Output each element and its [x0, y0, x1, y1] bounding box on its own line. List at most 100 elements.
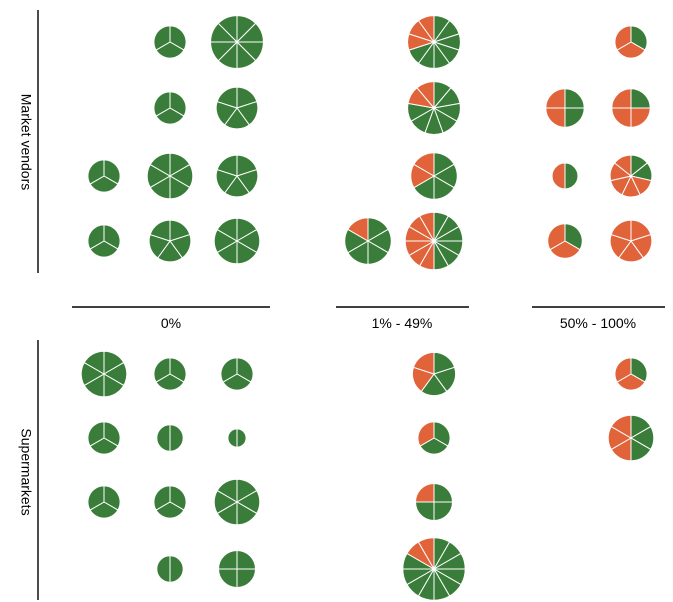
pie-slice-green [83, 350, 105, 375]
pie-slice-green [153, 485, 171, 511]
pie-slice-orange [545, 88, 566, 109]
pie-slice-green [153, 91, 171, 117]
pie-28 [156, 424, 184, 452]
pie-2 [407, 15, 461, 69]
pie-slice-orange [549, 240, 581, 259]
pie-15 [87, 224, 121, 258]
pie-slice-green [169, 555, 184, 583]
pie-slice-green [227, 428, 238, 448]
pie-slice-green [155, 501, 185, 519]
pie-9 [87, 159, 121, 193]
pie-slice-green [87, 159, 105, 185]
pie-30 [417, 421, 451, 455]
pie-slice-green [218, 568, 238, 588]
pie-24 [220, 357, 254, 391]
pie-29 [227, 428, 247, 448]
pie-26 [614, 357, 648, 391]
pie-slice-orange [614, 25, 632, 51]
column-label-2: 50% - 100% [560, 315, 636, 331]
pie-19 [404, 211, 464, 271]
pie-slice-orange [610, 219, 632, 242]
pie-4 [153, 91, 187, 125]
pie-1 [210, 15, 264, 69]
pie-slice-green [222, 373, 252, 391]
pie-21 [609, 219, 653, 263]
pie-slice-orange [347, 217, 369, 242]
pie-27 [87, 421, 121, 455]
pie-slice-green [216, 217, 238, 242]
pie-10 [146, 152, 194, 200]
pie-slice-green [433, 501, 453, 521]
pie-32 [87, 485, 121, 519]
pie-slice-green [220, 357, 238, 383]
pie-slice-orange [611, 88, 632, 109]
pie-slice-green [87, 224, 105, 250]
pie-slice-orange [417, 537, 435, 570]
pie-slice-orange [545, 107, 566, 128]
pie-8 [611, 88, 651, 128]
pie-13 [551, 162, 579, 190]
pie-slice-green [89, 437, 119, 455]
column-label-1: 1% - 49% [372, 315, 433, 331]
pie-slice-orange [419, 211, 435, 242]
pie-slice-green [216, 478, 238, 503]
pie-slice-green [149, 152, 171, 177]
pie-slice-green [155, 373, 185, 391]
pie-slice-orange [417, 421, 435, 447]
pie-slice-orange [412, 351, 435, 375]
pie-slice-orange [616, 41, 646, 59]
pie-slice-orange [416, 81, 435, 109]
pie-34 [213, 478, 261, 526]
pie-slice-green [217, 15, 238, 43]
pie-slice-green [564, 162, 579, 190]
pie-slice-green [564, 107, 585, 128]
pie-37 [218, 550, 256, 588]
pie-25 [411, 351, 457, 397]
pie-slice-green [156, 424, 171, 452]
pie-slice-green [564, 88, 585, 109]
pie-slice-green [155, 41, 185, 59]
pie-5 [215, 86, 259, 130]
pie-slice-orange [551, 162, 566, 190]
pie-slice-green [218, 550, 238, 570]
pie-slice-green [236, 428, 247, 448]
pie-11 [215, 154, 259, 198]
pie-22 [80, 350, 128, 398]
pie-slice-green [169, 424, 184, 452]
pie-slice-green [87, 421, 105, 447]
pie-17 [213, 217, 261, 265]
pie-slice-orange [611, 107, 632, 128]
pie-slice-orange [614, 154, 632, 177]
pie-31 [607, 414, 655, 462]
group-label-supermarkets: Supermarkets [18, 428, 34, 515]
column-label-0: 0% [161, 315, 181, 331]
pie-slice-green [89, 501, 119, 519]
pie-slice-green [419, 437, 449, 455]
pie-7 [545, 88, 585, 128]
pie-slice-green [89, 175, 119, 193]
pie-3 [614, 25, 648, 59]
pie-slice-green [87, 485, 105, 511]
pie-slice-orange [547, 223, 566, 251]
pie-slice-green [433, 483, 453, 503]
pie-slice-green [415, 501, 435, 521]
pie-16 [148, 219, 192, 263]
pie-36 [156, 555, 184, 583]
pie-slice-green [156, 555, 171, 583]
pie-35 [415, 483, 453, 521]
pie-slice-orange [614, 357, 632, 383]
pie-slice-green [236, 550, 256, 570]
pie-slice-green [153, 25, 171, 51]
pie-slice-orange [413, 152, 435, 177]
pie-slice-green [216, 154, 238, 177]
pie-23 [153, 357, 187, 391]
pie-slice-green [216, 86, 238, 109]
pie-slice-orange [417, 15, 435, 43]
pie-6 [407, 81, 461, 135]
pie-20 [547, 223, 583, 259]
pie-slice-green [155, 107, 185, 125]
pie-slice-orange [610, 414, 632, 439]
pie-slice-green [153, 357, 171, 383]
pie-slice-green [89, 240, 119, 258]
